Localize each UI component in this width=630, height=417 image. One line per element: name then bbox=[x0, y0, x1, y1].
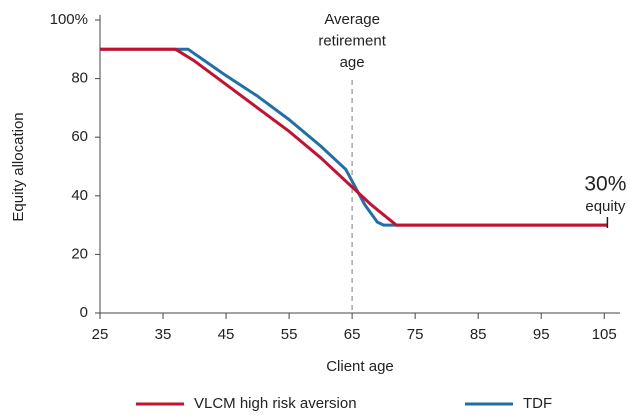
end-label-small: equity bbox=[585, 198, 626, 215]
x-tick-label: 75 bbox=[407, 326, 424, 343]
y-axis-label: Equity allocation bbox=[10, 112, 27, 221]
y-tick-label: 80 bbox=[71, 70, 88, 87]
x-tick-label: 25 bbox=[92, 326, 109, 343]
x-tick-label: 45 bbox=[218, 326, 235, 343]
x-tick-label: 105 bbox=[592, 326, 617, 343]
y-tick-label: 0 bbox=[80, 304, 88, 321]
x-tick-label: 65 bbox=[344, 326, 361, 343]
annotation-text: retirement bbox=[318, 32, 386, 49]
legend-label: TDF bbox=[523, 395, 552, 412]
series-line bbox=[100, 47, 608, 227]
x-axis-label: Client age bbox=[326, 358, 394, 375]
x-tick-label: 35 bbox=[155, 326, 172, 343]
y-tick-label: 20 bbox=[71, 245, 88, 262]
series-line bbox=[100, 47, 608, 227]
legend-label: VLCM high risk aversion bbox=[194, 395, 357, 412]
x-tick-label: 85 bbox=[470, 326, 487, 343]
y-tick-label: 40 bbox=[71, 187, 88, 204]
end-label-big: 30% bbox=[584, 173, 626, 196]
annotation-text: age bbox=[340, 54, 365, 71]
x-tick-label: 55 bbox=[281, 326, 298, 343]
x-tick-label: 95 bbox=[533, 326, 550, 343]
y-tick-label: 60 bbox=[71, 128, 88, 145]
y-tick-label: 100% bbox=[50, 11, 88, 28]
annotation-text: Average bbox=[324, 11, 380, 28]
